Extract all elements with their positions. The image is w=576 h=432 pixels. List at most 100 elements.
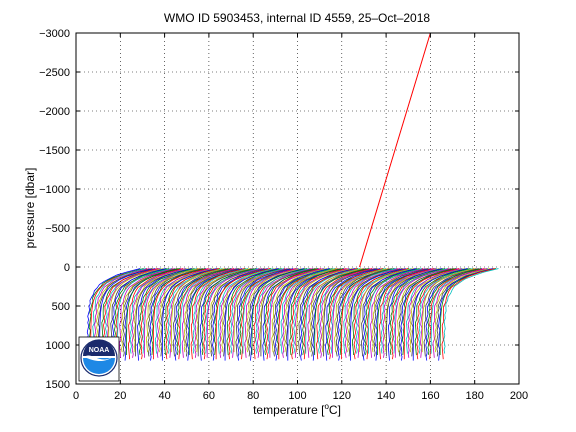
profile-line [256, 268, 313, 358]
profile-line [414, 268, 471, 356]
profile-line [285, 268, 341, 357]
profile-line [389, 268, 446, 356]
profile-line [402, 268, 456, 356]
profile-line [364, 268, 420, 356]
profile-line [169, 268, 226, 358]
profile-line [369, 268, 426, 358]
profile-line [217, 268, 274, 354]
x-tick-label: 60 [203, 390, 215, 402]
profile-line [276, 268, 333, 356]
profile-line [346, 268, 404, 353]
profile-line [380, 268, 438, 354]
profile-line [187, 268, 243, 361]
profile-line [416, 268, 475, 360]
profile-line [235, 268, 290, 357]
profile-line [303, 268, 358, 360]
profile-line [178, 268, 235, 360]
profile-line [328, 268, 383, 360]
profile-line [230, 268, 285, 354]
profile-line [296, 268, 353, 353]
profile-line [228, 268, 286, 360]
profile-line [316, 268, 373, 360]
profile-line [360, 268, 418, 357]
profile-line [371, 268, 429, 353]
profile-line [149, 268, 207, 361]
profile-line [242, 268, 300, 354]
x-axis-label-degree: o [324, 402, 329, 411]
profile-line [196, 268, 251, 353]
profile-line [231, 268, 288, 358]
profile-line [120, 268, 179, 353]
profile-line [165, 268, 220, 360]
x-tick-labels: 0 20 40 60 80 100 120 140 160 180 200 [73, 390, 528, 402]
profile-line [366, 268, 424, 360]
profile-line [441, 268, 496, 360]
y-tick-labels: −3000 −2500 −2000 −1500 −1000 −500 0 500 1000 150… [39, 28, 70, 391]
profile-line [323, 268, 377, 357]
profile-line [291, 268, 347, 360]
profile-line [326, 268, 384, 356]
outlier-series [359, 33, 431, 268]
profile-line [305, 268, 361, 354]
profile-line [385, 268, 443, 357]
profile-line [418, 268, 474, 354]
y-tick-label: −2000 [39, 106, 70, 118]
profile-line [152, 268, 209, 360]
profile-line [348, 268, 403, 357]
profile-line [403, 268, 460, 360]
profile-line [154, 268, 213, 354]
profile-line [156, 268, 212, 358]
profile-line [92, 268, 147, 339]
profile-line [357, 268, 415, 358]
profile-line [298, 268, 356, 357]
profile-line [208, 268, 266, 353]
y-tick-label: −1500 [39, 145, 70, 157]
profile-line [439, 268, 497, 355]
profile-line [355, 268, 412, 354]
profile-line [267, 268, 325, 354]
profile-line [124, 268, 181, 361]
y-tick-label: 500 [52, 301, 70, 313]
profile-line [312, 268, 370, 361]
profile-line [409, 268, 465, 353]
profile-line [314, 268, 369, 355]
profile-line [344, 268, 400, 358]
profile-line [160, 268, 218, 357]
profile-line [382, 268, 437, 358]
profile-line [283, 268, 338, 353]
profile-line [319, 268, 375, 358]
profile-line [308, 268, 363, 353]
profile-line [126, 268, 180, 355]
x-tick-label: 40 [158, 390, 170, 402]
profile-line [400, 268, 457, 361]
outlier-line [359, 33, 431, 268]
y-tick-label: 1500 [46, 379, 70, 391]
x-tick-label: 180 [466, 390, 484, 402]
profile-line [144, 268, 201, 358]
x-axis-label-main: temperature [ [253, 403, 325, 417]
axis-ticks [75, 32, 520, 385]
x-axis-label-unit: C] [329, 403, 341, 417]
x-tick-label: 140 [377, 390, 395, 402]
profile-line [240, 268, 296, 360]
profile-line [301, 268, 359, 356]
profile-line [437, 268, 493, 361]
profile-line [219, 268, 277, 358]
profile-line [271, 268, 327, 353]
profile-line [339, 268, 395, 356]
profile-line [269, 268, 324, 358]
profile-line [183, 268, 240, 353]
y-tick-label: 1000 [46, 340, 70, 352]
profile-line [384, 268, 440, 353]
logo-upper-half [83, 340, 115, 356]
profile-line [434, 268, 491, 353]
profile-line [411, 268, 469, 357]
profile-line [203, 268, 260, 360]
profile-line [224, 268, 279, 361]
profile-line [359, 268, 414, 353]
profile-line [142, 268, 198, 354]
profile-line [412, 268, 468, 361]
x-tick-label: 0 [73, 390, 79, 402]
profile-line [335, 268, 392, 357]
profile-line [213, 268, 272, 356]
